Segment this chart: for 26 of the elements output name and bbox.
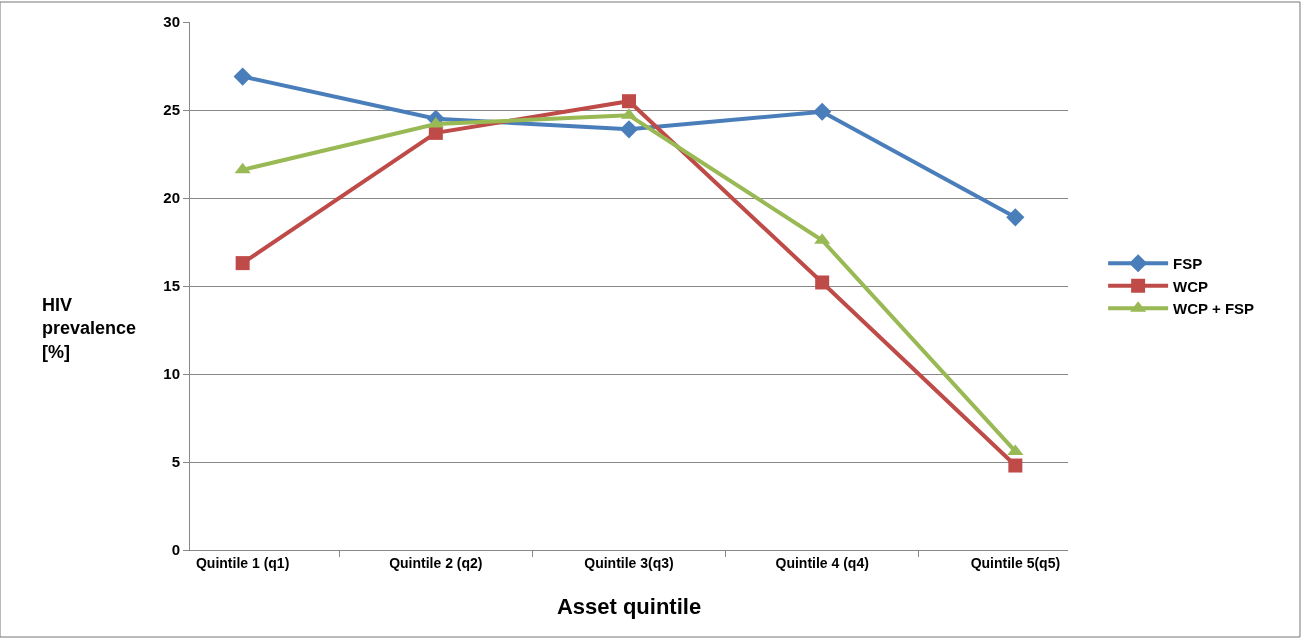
x-tick-label: Quintile 3(q3)	[584, 554, 674, 571]
legend-label: WCP + FSP	[1173, 300, 1255, 318]
legend-label: WCP	[1173, 277, 1209, 295]
y-tick-label: 5	[171, 453, 180, 471]
y-tick-label: 10	[163, 365, 180, 383]
y-axis-title: HIV prevalence [%]	[42, 295, 137, 362]
x-tick-label: Quintile 1 (q1)	[195, 554, 290, 571]
point	[234, 162, 251, 174]
y-tick-label: 15	[163, 277, 180, 295]
point	[619, 120, 639, 139]
point	[815, 275, 830, 290]
y-tick-label: 30	[163, 13, 180, 31]
y-tick-label: 0	[171, 541, 180, 559]
point	[622, 94, 636, 109]
point	[1008, 458, 1023, 473]
x-tick-label: Quintile 5(q5)	[970, 554, 1061, 571]
point	[813, 102, 832, 121]
point	[1006, 208, 1025, 227]
x-tick-label: Quintile 2 (q2)	[389, 554, 483, 571]
legend-label: FSP	[1173, 255, 1203, 273]
point	[235, 256, 250, 271]
x-tick-label: Quintile 4 (q4)	[775, 554, 869, 571]
y-tick-label: 25	[163, 101, 180, 119]
y-tick-label: 20	[163, 189, 180, 207]
point	[233, 67, 252, 86]
x-axis-title: Asset quintile	[556, 593, 702, 619]
